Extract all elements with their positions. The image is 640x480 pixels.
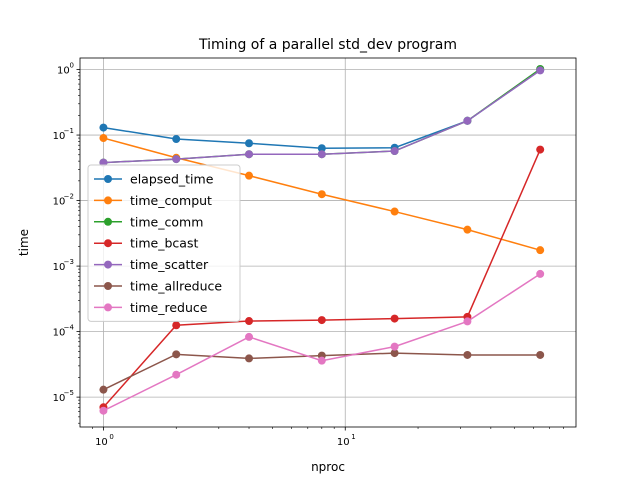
legend-marker: [104, 303, 112, 312]
legend-label: time_scatter: [130, 257, 209, 272]
data-point: [536, 246, 545, 255]
data-point: [463, 350, 472, 359]
legend: elapsed_time time_comput time_comm time_bca…: [87, 164, 241, 322]
data-point: [317, 316, 326, 325]
plot-frame: [79, 57, 577, 428]
data-point: [245, 150, 254, 159]
y-tick-label-exponent: −1: [64, 127, 74, 135]
legend-item: time_scatter: [94, 257, 209, 272]
y-tick-label-exponent: 0: [70, 62, 74, 70]
x-tick-label-exponent: 1: [351, 433, 355, 441]
legend-label: time_comm: [130, 214, 203, 229]
y-tick-label: 10: [57, 66, 70, 77]
data-point: [317, 150, 326, 159]
y-tick-label-exponent: −2: [64, 193, 74, 201]
data-point: [99, 406, 108, 415]
data-point: [390, 207, 399, 216]
y-tick-label: 10: [53, 131, 66, 142]
data-point: [317, 190, 326, 199]
series-time_reduce: [99, 269, 545, 415]
data-point: [463, 116, 472, 125]
data-point: [99, 134, 108, 143]
data-point: [536, 350, 545, 359]
data-point: [317, 356, 326, 365]
data-point: [463, 317, 472, 326]
series-time_allreduce: [99, 349, 545, 394]
data-point: [536, 269, 545, 278]
legend-item: time_bcast: [94, 236, 198, 251]
y-tick-label-exponent: −5: [64, 389, 74, 397]
data-point: [536, 145, 545, 154]
data-point: [172, 350, 181, 359]
data-point: [172, 370, 181, 379]
data-point: [536, 66, 545, 75]
x-tick-label: 10: [95, 437, 108, 448]
data-point: [390, 314, 399, 323]
legend-marker: [104, 196, 112, 205]
legend-item: time_comm: [94, 214, 203, 229]
legend-marker: [104, 282, 112, 290]
legend-item: time_allreduce: [94, 279, 222, 294]
data-point: [245, 139, 254, 148]
data-point: [245, 354, 254, 363]
legend-item: elapsed_time: [94, 172, 214, 187]
y-axis-label: time: [17, 229, 31, 256]
y-tick-label-exponent: −4: [64, 324, 75, 332]
y-tick-label: 10: [53, 393, 66, 404]
x-axis-label: nproc: [311, 460, 345, 474]
data-point: [390, 349, 399, 358]
y-tick-label: 10: [53, 328, 66, 339]
legend-marker: [104, 217, 112, 226]
legend-label: elapsed_time: [130, 172, 214, 187]
data-point: [245, 317, 254, 326]
legend-label: time_bcast: [130, 236, 198, 251]
data-point: [172, 155, 181, 164]
legend-label: time_allreduce: [130, 279, 222, 294]
data-point: [245, 171, 254, 180]
data-point: [172, 321, 181, 330]
legend-label: time_reduce: [130, 300, 208, 315]
y-tick-label: 10: [53, 262, 66, 273]
data-point: [390, 147, 399, 156]
legend-label: time_comput: [130, 193, 212, 208]
y-tick-label: 10: [53, 197, 66, 208]
data-point: [390, 342, 399, 351]
data-point: [172, 135, 181, 144]
chart-title: Timing of a parallel std_dev program: [198, 37, 457, 53]
legend-box: [87, 164, 241, 322]
x-tick-label: 10: [337, 437, 350, 448]
y-tick-label-exponent: −3: [64, 258, 74, 266]
data-point: [99, 385, 108, 394]
data-point: [463, 225, 472, 234]
legend-marker: [104, 239, 112, 248]
grid-lines: [80, 58, 576, 427]
data-point: [317, 144, 326, 153]
data-point: [245, 332, 254, 341]
legend-item: time_comput: [94, 193, 212, 208]
data-point: [99, 123, 108, 132]
legend-marker: [104, 260, 112, 269]
legend-marker: [104, 175, 112, 183]
legend-item: time_reduce: [94, 300, 208, 315]
x-tick-label-exponent: 0: [109, 433, 113, 441]
